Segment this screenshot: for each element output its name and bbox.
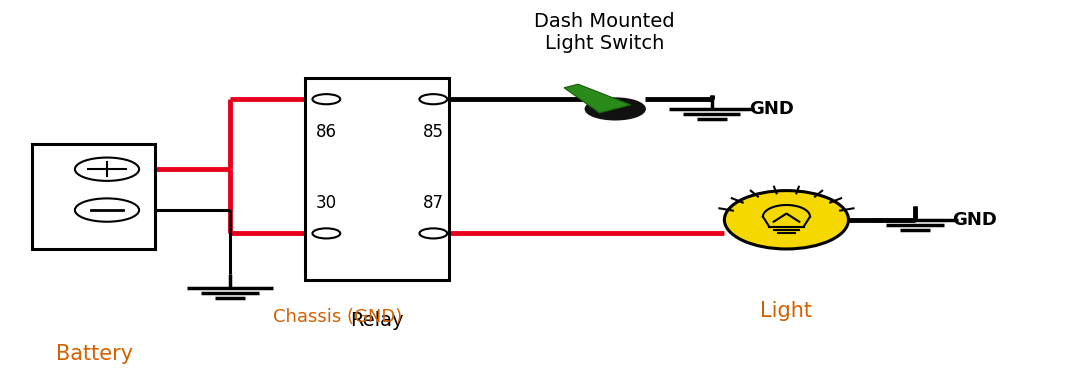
Circle shape: [312, 94, 340, 104]
Text: 30: 30: [316, 194, 337, 212]
Text: 87: 87: [423, 194, 444, 212]
Text: GND: GND: [952, 211, 997, 229]
Text: Chassis (GND): Chassis (GND): [273, 308, 402, 326]
Text: Light: Light: [761, 301, 812, 321]
Text: Battery: Battery: [56, 344, 133, 364]
Polygon shape: [564, 84, 631, 113]
Bar: [32, 144, 155, 249]
Text: Relay: Relay: [350, 312, 403, 330]
Text: 85: 85: [423, 123, 444, 140]
Circle shape: [585, 98, 645, 120]
Text: Dash Mounted
Light Switch: Dash Mounted Light Switch: [534, 12, 675, 53]
Circle shape: [419, 228, 447, 238]
Text: 86: 86: [316, 123, 337, 140]
Circle shape: [419, 94, 447, 104]
Circle shape: [312, 228, 340, 238]
Bar: [305, 78, 449, 280]
Ellipse shape: [724, 191, 849, 249]
Text: GND: GND: [749, 100, 794, 118]
